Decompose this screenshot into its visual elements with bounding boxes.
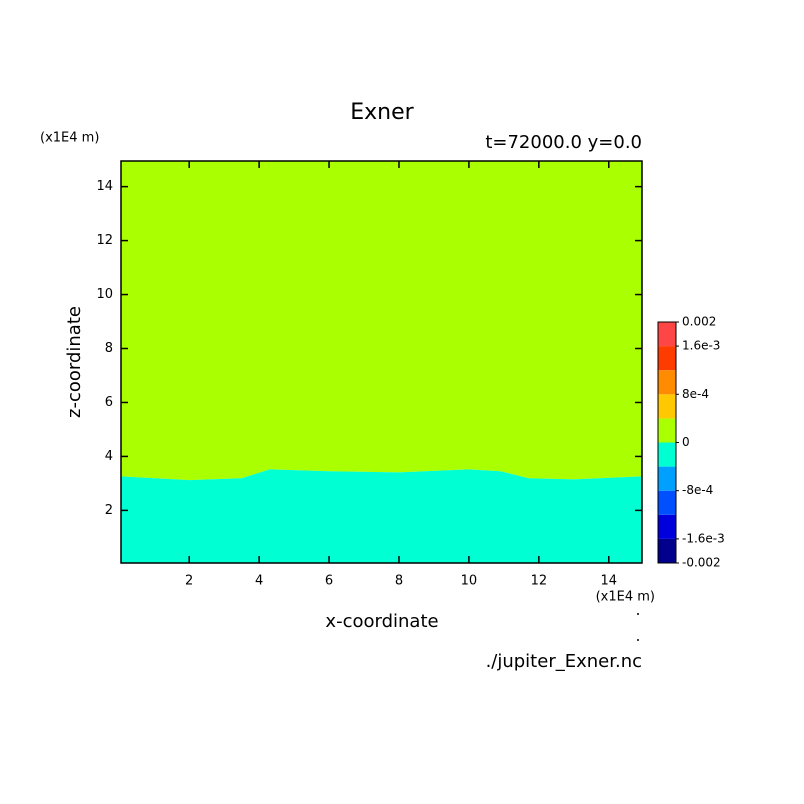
colorbar-tick-label: 0 <box>682 435 690 449</box>
x-unit: (x1E4 m) <box>596 590 655 605</box>
chart-subtitle: t=72000.0 y=0.0 <box>485 132 642 153</box>
y-tick-label: 2 <box>105 503 113 518</box>
colorbar-band <box>658 322 676 347</box>
dot <box>637 613 639 615</box>
colorbar-tick-label: 1.6e-3 <box>682 339 720 353</box>
y-axis-label: z-coordinate <box>64 306 85 418</box>
x-tick-label: 8 <box>395 574 403 589</box>
y-tick-label: 10 <box>96 287 113 302</box>
colorbar-tick-label: 8e-4 <box>682 387 709 401</box>
dot <box>637 639 639 641</box>
y-tick-label: 4 <box>105 449 113 464</box>
region-above <box>121 161 642 481</box>
colorbar-band <box>658 370 676 395</box>
y-tick-label: 14 <box>96 179 113 194</box>
region-below <box>121 469 642 563</box>
plot-frame <box>120 160 643 564</box>
colorbar-band <box>658 394 676 419</box>
chart-title: Exner <box>350 100 414 125</box>
colorbar-band <box>658 490 676 515</box>
colorbar-band <box>658 442 676 467</box>
colorbar-tick-label: 0.002 <box>682 315 716 329</box>
colorbar-band <box>658 538 676 563</box>
y-tick-label: 12 <box>96 233 113 248</box>
source-label: ./jupiter_Exner.nc <box>486 651 642 672</box>
x-tick-label: 10 <box>461 574 478 589</box>
colorbar-band <box>658 466 676 491</box>
y-unit: (x1E4 m) <box>40 131 99 146</box>
x-tick-label: 6 <box>325 574 333 589</box>
x-tick-label: 12 <box>531 574 548 589</box>
colorbar-tick-label: -1.6e-3 <box>682 531 725 545</box>
colorbar-tick-label: -8e-4 <box>682 483 713 497</box>
x-tick-label: 4 <box>255 574 263 589</box>
y-tick-label: 6 <box>105 395 113 410</box>
colorbar-band <box>658 346 676 371</box>
x-tick-label: 14 <box>601 574 618 589</box>
x-tick-label: 2 <box>185 574 193 589</box>
colorbar-tick-label: -0.002 <box>682 556 721 570</box>
colorbar-band <box>658 514 676 539</box>
y-tick-label: 8 <box>105 341 113 356</box>
colorbar-band <box>658 418 676 443</box>
x-axis-label: x-coordinate <box>325 611 438 632</box>
